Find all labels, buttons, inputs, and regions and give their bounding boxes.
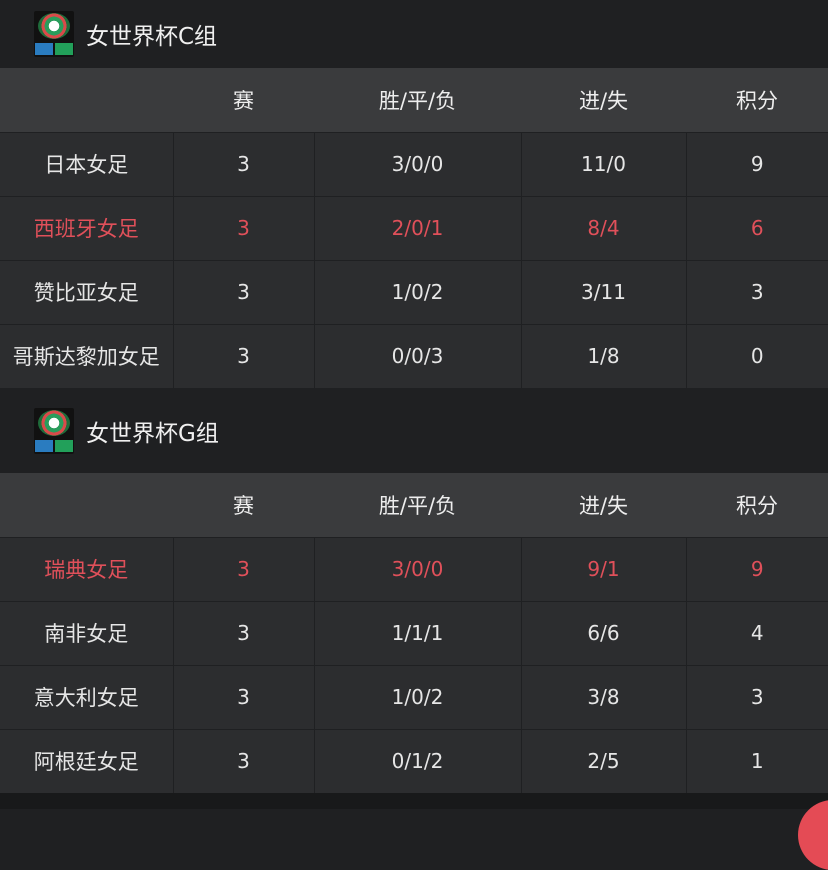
cell-team: 意大利女足 xyxy=(0,664,173,729)
cell-wdl: 3/0/0 xyxy=(313,131,521,196)
cell-wdl: 3/0/0 xyxy=(313,536,521,601)
cell-team: 南非女足 xyxy=(0,600,173,665)
team-row[interactable]: 西班牙女足 3 2/0/1 8/4 6 xyxy=(0,195,828,260)
cell-played: 3 xyxy=(172,600,314,665)
group-title: 女世界杯G组 xyxy=(0,388,828,473)
cell-team: 哥斯达黎加女足 xyxy=(0,323,173,388)
header-row: 赛胜/平/负 进/失 积分 xyxy=(0,473,828,537)
cell-team: 西班牙女足 xyxy=(0,195,173,260)
team-row[interactable]: 南非女足 3 1/1/1 6/6 4 xyxy=(0,600,828,665)
cell-played: 3 xyxy=(172,536,314,601)
cell-played: 3 xyxy=(172,728,314,793)
team-row[interactable]: 瑞典女足 3 3/0/0 9/1 9 xyxy=(0,536,828,601)
cell-played: 3 xyxy=(172,131,314,196)
floating-action-button[interactable] xyxy=(798,800,828,870)
cell-wdl: 2/0/1 xyxy=(313,195,521,260)
cell-points: 9 xyxy=(685,131,828,196)
team-row[interactable]: 哥斯达黎加女足 3 0/0/3 1/8 0 xyxy=(0,323,828,388)
cell-goals: 9/1 xyxy=(520,536,686,601)
cell-points: 1 xyxy=(685,728,828,793)
header-row: 赛胜/平/负 进/失 积分 xyxy=(0,68,828,132)
cell-team: 阿根廷女足 xyxy=(0,728,173,793)
group-name: 女世界杯G组 xyxy=(86,420,219,447)
footer-bar xyxy=(0,793,828,809)
cell-played: 3 xyxy=(172,323,314,388)
team-row[interactable]: 意大利女足 3 1/0/2 3/8 3 xyxy=(0,664,828,729)
cell-goals: 8/4 xyxy=(520,195,686,260)
cell-goals: 3/8 xyxy=(520,664,686,729)
group-title: 女世界杯C组 xyxy=(0,0,828,68)
column-header: 积分 xyxy=(686,68,828,132)
cell-points: 4 xyxy=(685,600,828,665)
column-header xyxy=(0,473,173,537)
standings-table: 赛胜/平/负 进/失 积分 瑞典女足 3 3/0/0 9/1 9 南非女足 3 1/1/1 6/6 4 意… xyxy=(0,473,828,793)
team-row[interactable]: 赞比亚女足 3 1/0/2 3/11 3 xyxy=(0,259,828,324)
standings-table: 赛胜/平/负 进/失 积分 日本女足 3 3/0/0 11/0 9 西班牙女足 3 2/0/1 8/4… xyxy=(0,68,828,388)
cell-team: 日本女足 xyxy=(0,131,173,196)
cell-wdl: 0/0/3 xyxy=(313,323,521,388)
world-cup-logo xyxy=(34,407,74,454)
cell-played: 3 xyxy=(172,664,314,729)
team-row[interactable]: 阿根廷女足 3 0/1/2 2/5 1 xyxy=(0,728,828,793)
cell-points: 3 xyxy=(685,259,828,324)
cell-wdl: 1/1/1 xyxy=(313,600,521,665)
column-header: 进/失 xyxy=(521,68,686,132)
cell-points: 3 xyxy=(685,664,828,729)
column-header: 赛 xyxy=(173,68,314,132)
column-header xyxy=(0,68,173,132)
column-header: 胜/平/负 xyxy=(314,68,521,132)
cell-goals: 11/0 xyxy=(520,131,686,196)
cell-played: 3 xyxy=(172,195,314,260)
column-header: 赛 xyxy=(173,473,314,537)
cell-points: 0 xyxy=(685,323,828,388)
cell-played: 3 xyxy=(172,259,314,324)
cell-points: 6 xyxy=(685,195,828,260)
cell-goals: 3/11 xyxy=(520,259,686,324)
column-header: 积分 xyxy=(686,473,828,537)
column-header: 进/失 xyxy=(521,473,686,537)
cell-goals: 2/5 xyxy=(520,728,686,793)
cell-team: 赞比亚女足 xyxy=(0,259,173,324)
cell-goals: 6/6 xyxy=(520,600,686,665)
cell-points: 9 xyxy=(685,536,828,601)
team-row[interactable]: 日本女足 3 3/0/0 11/0 9 xyxy=(0,131,828,196)
cell-goals: 1/8 xyxy=(520,323,686,388)
cell-wdl: 1/0/2 xyxy=(313,259,521,324)
cell-wdl: 0/1/2 xyxy=(313,728,521,793)
column-header: 胜/平/负 xyxy=(314,473,521,537)
group-name: 女世界杯C组 xyxy=(86,24,218,50)
world-cup-logo xyxy=(34,11,74,57)
cell-wdl: 1/0/2 xyxy=(313,664,521,729)
cell-team: 瑞典女足 xyxy=(0,536,173,601)
